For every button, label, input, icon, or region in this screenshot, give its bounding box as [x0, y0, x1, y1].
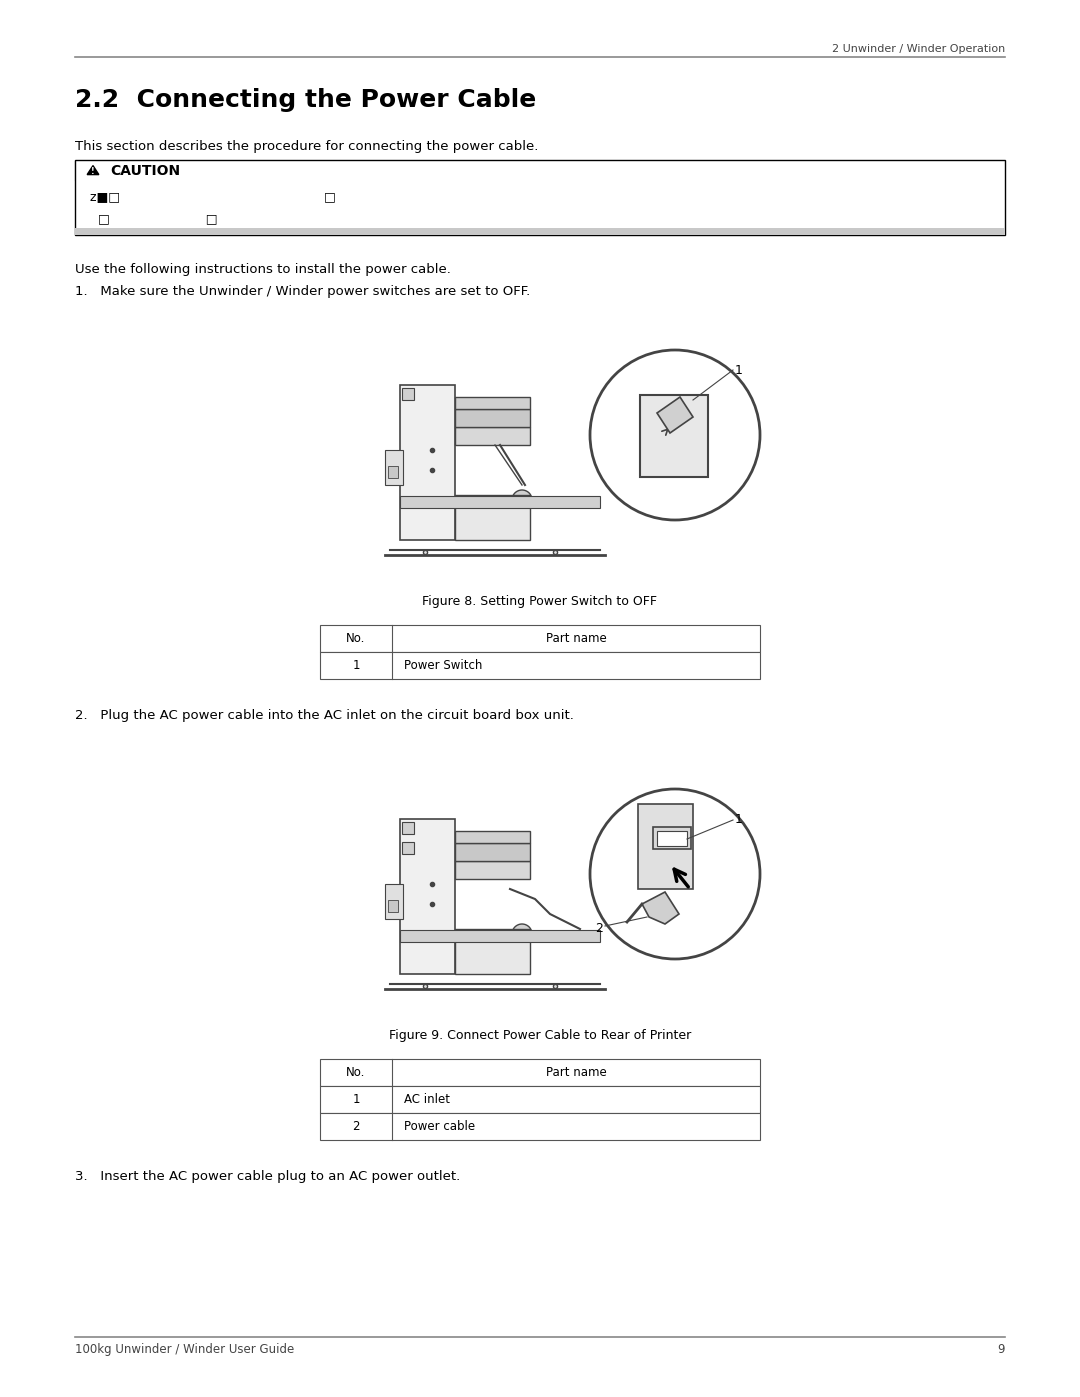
Text: 9: 9 [998, 1343, 1005, 1356]
Polygon shape [657, 397, 693, 433]
Text: Figure 9. Connect Power Cable to Rear of Printer: Figure 9. Connect Power Cable to Rear of… [389, 1030, 691, 1042]
Bar [402, 388, 414, 400]
Circle shape [590, 789, 760, 958]
Text: 2: 2 [352, 1120, 360, 1133]
Text: This section describes the procedure for connecting the power cable.: This section describes the procedure for… [75, 140, 538, 154]
Bar [402, 821, 414, 834]
Text: 3.   Insert the AC power cable plug to an AC power outlet.: 3. Insert the AC power cable plug to an … [75, 1171, 460, 1183]
Text: Part name: Part name [545, 1066, 606, 1078]
Text: 1: 1 [352, 659, 360, 672]
Text: 1: 1 [735, 363, 743, 377]
Bar [653, 827, 691, 849]
Text: Power Switch: Power Switch [404, 659, 483, 672]
Text: No.: No. [347, 631, 366, 645]
Bar [384, 884, 403, 919]
Bar [455, 861, 530, 879]
Bar [455, 409, 530, 427]
Text: 2 Unwinder / Winder Operation: 2 Unwinder / Winder Operation [832, 43, 1005, 54]
Bar [455, 397, 530, 409]
Text: !: ! [91, 168, 95, 176]
Bar [75, 161, 1005, 235]
Bar [637, 805, 692, 888]
Bar [320, 1085, 760, 1113]
Bar [402, 842, 414, 854]
Text: Part name: Part name [545, 631, 606, 645]
Bar [388, 467, 399, 478]
Circle shape [512, 490, 532, 510]
Bar [384, 450, 403, 485]
Text: No.: No. [347, 1066, 366, 1078]
Text: 1: 1 [352, 1092, 360, 1106]
Bar [76, 162, 176, 180]
Text: Power cable: Power cable [404, 1120, 475, 1133]
Text: □                        □: □ □ [90, 212, 217, 225]
Bar [455, 842, 530, 861]
Bar [320, 1113, 760, 1140]
Bar [320, 652, 760, 679]
Bar [640, 395, 708, 476]
Bar [657, 831, 687, 847]
Bar [75, 228, 1005, 235]
Text: 2: 2 [595, 922, 603, 936]
Text: 2.2  Connecting the Power Cable: 2.2 Connecting the Power Cable [75, 88, 537, 112]
Polygon shape [642, 893, 679, 923]
Bar [400, 930, 600, 942]
Circle shape [590, 351, 760, 520]
Text: AC inlet: AC inlet [404, 1092, 450, 1106]
Bar [320, 1059, 760, 1085]
Bar [455, 831, 530, 842]
Bar [388, 900, 399, 912]
Text: CAUTION: CAUTION [110, 163, 180, 177]
Text: Figure 8. Setting Power Switch to OFF: Figure 8. Setting Power Switch to OFF [422, 595, 658, 608]
Text: Use the following instructions to install the power cable.: Use the following instructions to instal… [75, 263, 450, 277]
Bar [400, 496, 600, 509]
Text: 2.   Plug the AC power cable into the AC inlet on the circuit board box unit.: 2. Plug the AC power cable into the AC i… [75, 710, 573, 722]
Text: 1: 1 [735, 813, 743, 826]
Bar [75, 161, 1005, 182]
Text: z■□                                                   □: z■□ □ [90, 190, 336, 203]
Bar [320, 624, 760, 652]
Bar [400, 386, 455, 541]
Circle shape [512, 923, 532, 944]
Bar [455, 929, 530, 974]
Circle shape [677, 451, 689, 462]
Polygon shape [87, 166, 99, 175]
Text: 1.   Make sure the Unwinder / Winder power switches are set to OFF.: 1. Make sure the Unwinder / Winder power… [75, 285, 530, 298]
Bar [455, 495, 530, 541]
Bar [455, 427, 530, 446]
Bar [400, 819, 455, 974]
Text: 100kg Unwinder / Winder User Guide: 100kg Unwinder / Winder User Guide [75, 1343, 294, 1356]
